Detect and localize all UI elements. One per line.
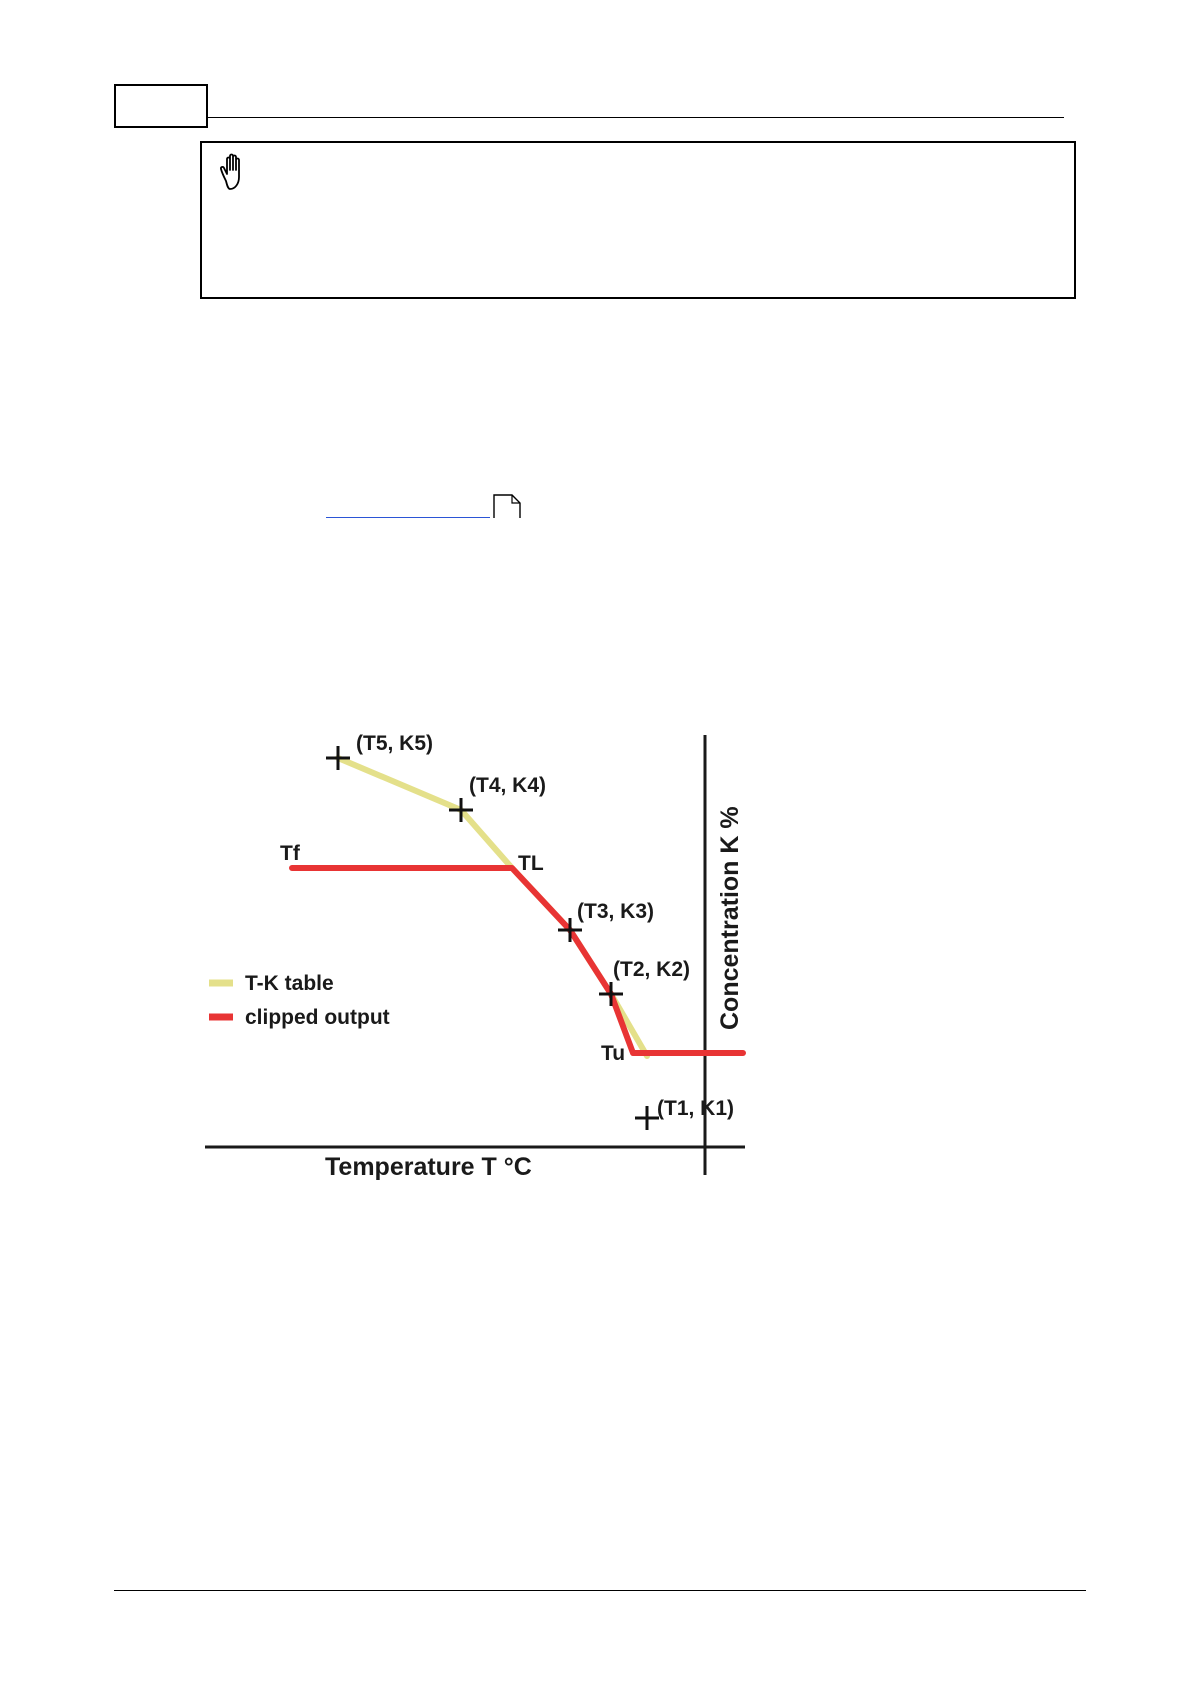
point-label-t2-k2: (T2, K2): [613, 958, 690, 981]
point-label-t5-k5: (T5, K5): [356, 732, 433, 755]
page-number-box: [114, 84, 208, 128]
annotation-tu: Tu: [601, 1042, 625, 1065]
point-label-t1-k1: (T1, K1): [657, 1097, 734, 1120]
point-marker-t3-k3: [558, 918, 582, 942]
point-marker-t2-k2: [599, 982, 623, 1006]
point-marker-t5-k5: [326, 746, 350, 770]
point-label-t3-k3: (T3, K3): [577, 900, 654, 923]
page-reference-icon[interactable]: [492, 493, 522, 519]
footer-rule: [114, 1590, 1086, 1591]
note-box: [200, 141, 1076, 299]
point-label-t4-k4: (T4, K4): [469, 774, 546, 797]
legend: T-K table clipped output: [209, 972, 390, 1029]
series-clipped-output: [289, 865, 746, 1056]
legend-label-tk-table: T-K table: [245, 972, 334, 995]
y-axis-label: Concentration K %: [716, 806, 744, 1030]
legend-label-clipped-output: clipped output: [245, 1006, 390, 1029]
point-marker-t1-k1: [635, 1106, 659, 1130]
point-marker-t4-k4: [449, 798, 473, 822]
annotation-tl: TL: [518, 852, 544, 875]
link-underline[interactable]: [326, 517, 490, 518]
header-rule: [208, 117, 1064, 118]
annotation-tf: Tf: [280, 842, 301, 865]
temperature-concentration-chart: (T5, K5) (T4, K4) (T3, K3) (T2, K2) (T1,…: [205, 732, 746, 1180]
x-axis-label: Temperature T °C: [325, 1153, 532, 1180]
hand-stop-icon: [220, 153, 240, 190]
